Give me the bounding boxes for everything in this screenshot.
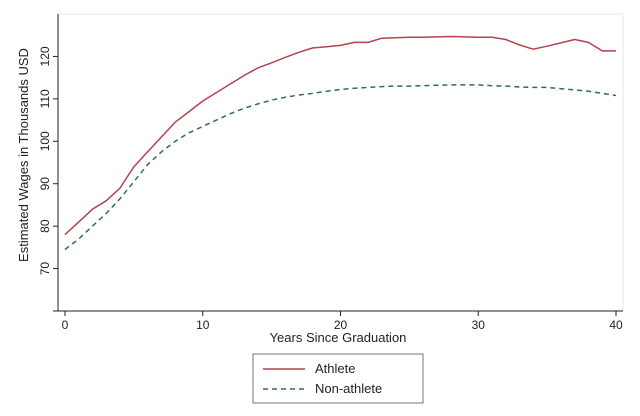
series-group xyxy=(64,35,617,251)
y-tick-label: 100 xyxy=(38,131,52,151)
series-line-non-athlete xyxy=(64,84,617,251)
x-tick-group: 0 10 20 30 40 xyxy=(62,311,623,332)
series-line-athlete xyxy=(64,35,616,236)
legend-label-non-athlete: Non-athlete xyxy=(315,381,382,396)
y-tick-label: 80 xyxy=(38,219,52,233)
y-tick-label: 70 xyxy=(38,262,52,276)
x-tick-label: 20 xyxy=(334,318,348,332)
plot-frame xyxy=(57,13,624,312)
legend: Athlete Non-athlete xyxy=(252,353,424,404)
y-tick-label: 110 xyxy=(38,89,52,108)
x-tick-label: 30 xyxy=(472,318,486,332)
x-tick-label: 10 xyxy=(196,318,210,332)
legend-label-athlete: Athlete xyxy=(315,361,355,376)
x-tick-label: 0 xyxy=(62,318,69,332)
y-axis-title: Estimated Wages in Thousands USD xyxy=(16,48,31,262)
y-tick-group: 70 80 90 100 110 120 xyxy=(38,46,58,312)
legend-box xyxy=(252,353,424,404)
y-tick-label: 120 xyxy=(38,46,52,66)
y-tick-label: 90 xyxy=(38,177,52,191)
x-axis-title: Years Since Graduation xyxy=(270,330,407,345)
x-tick-label: 40 xyxy=(609,318,623,332)
